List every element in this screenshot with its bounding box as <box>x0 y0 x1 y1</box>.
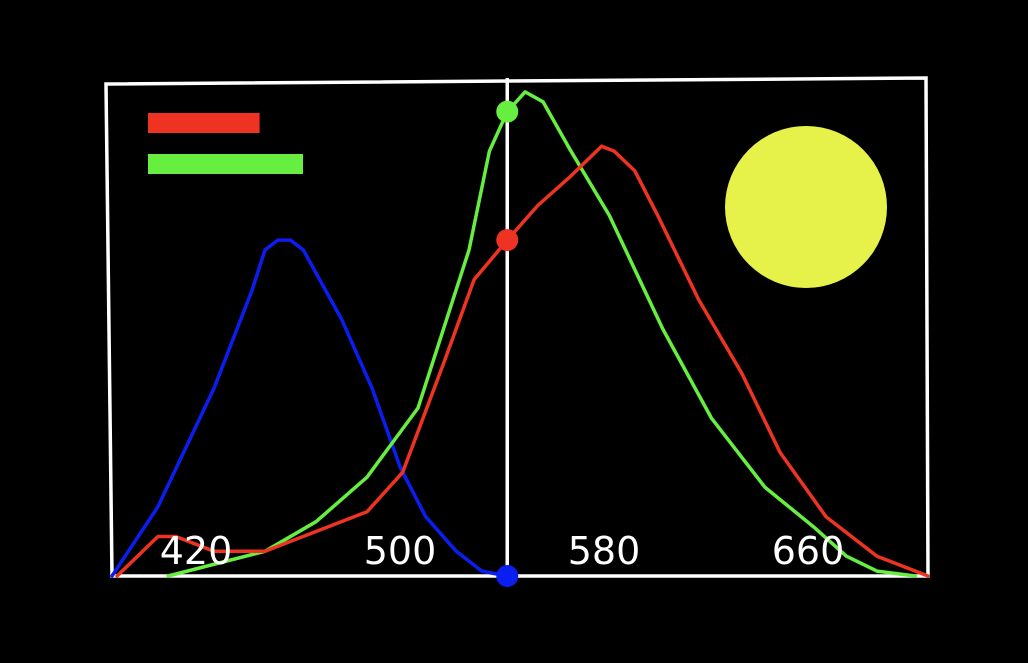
x-tick-label: 580 <box>568 529 641 573</box>
red-legend-swatch <box>148 113 260 133</box>
red-series-line <box>115 144 930 578</box>
green-legend-swatch <box>148 154 303 174</box>
wavelength-cursor[interactable] <box>496 78 519 587</box>
red-cursor-marker[interactable] <box>496 229 519 252</box>
color-indicator-circle <box>725 126 887 288</box>
series-layer <box>110 90 930 578</box>
blue-series-line <box>110 238 510 578</box>
x-tick-label: 660 <box>772 529 845 573</box>
blue-cursor-marker[interactable] <box>496 565 519 587</box>
green-cursor-marker[interactable] <box>496 100 519 123</box>
legend <box>148 113 303 174</box>
green-series-line <box>166 90 918 578</box>
x-tick-label: 500 <box>364 529 437 573</box>
color-indicator <box>725 126 887 288</box>
x-tick-label: 420 <box>160 529 233 573</box>
x-tick-labels: 420 500 580 660 <box>160 529 845 573</box>
